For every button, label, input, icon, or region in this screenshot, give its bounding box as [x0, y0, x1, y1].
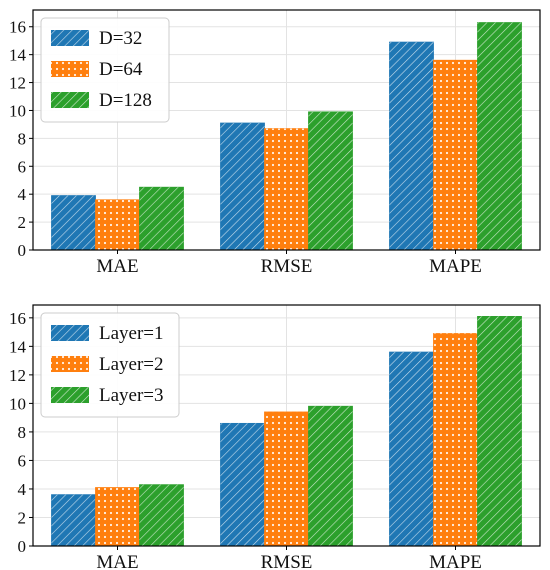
legend-label: D=128: [99, 90, 152, 111]
x-tick-label: RMSE: [261, 256, 313, 277]
y-tick-label: 6: [18, 451, 27, 470]
bar-Layer=3-RMSE: [308, 405, 353, 547]
y-tick-label: 16: [9, 309, 26, 328]
legend-label: Layer=3: [99, 385, 164, 406]
x-tick-label: MAE: [96, 256, 138, 277]
x-tick-label: MAE: [96, 552, 138, 570]
bar-Layer=3-MAPE: [477, 316, 522, 547]
y-tick-label: 4: [18, 185, 27, 204]
bar-D=64-MAE: [95, 199, 140, 251]
y-tick-label: 2: [18, 213, 27, 232]
y-tick-label: 10: [9, 101, 26, 120]
bar-D=128-MAPE: [477, 22, 522, 251]
legend-swatch-Layer=3: [51, 387, 89, 403]
legend: Layer=1 Layer=2 Layer=3: [40, 312, 180, 418]
bar-D=128-RMSE: [308, 111, 353, 251]
legend-swatch-D=64: [51, 61, 89, 77]
bar-D=32-RMSE: [220, 122, 265, 251]
y-tick-label: 6: [18, 157, 27, 176]
y-tick-label: 0: [18, 241, 27, 260]
bar-D=64-RMSE: [264, 128, 309, 251]
bar-Layer=2-MAE: [95, 487, 140, 547]
y-tick-label: 12: [9, 74, 26, 93]
x-tick-label: MAPE: [429, 552, 482, 570]
y-tick-label: 16: [9, 18, 26, 37]
bar-D=128-MAE: [139, 186, 184, 251]
y-tick-label: 14: [9, 337, 27, 356]
y-tick-label: 2: [18, 508, 27, 527]
legend-label: Layer=1: [99, 323, 164, 344]
y-tick-label: 10: [9, 394, 26, 413]
x-tick-label: RMSE: [261, 552, 313, 570]
y-tick-label: 0: [18, 537, 27, 556]
bar-Layer=3-MAE: [139, 484, 184, 547]
x-tick-label: MAPE: [429, 256, 482, 277]
y-tick-label: 4: [18, 480, 27, 499]
bar-D=32-MAE: [51, 195, 96, 251]
bar-Layer=2-RMSE: [264, 411, 309, 547]
legend: D=32 D=64 D=128: [40, 17, 170, 123]
legend-label: D=32: [99, 28, 142, 49]
legend-swatch-Layer=2: [51, 356, 89, 372]
bar-Layer=2-MAPE: [433, 333, 478, 547]
legend-swatch-D=32: [51, 30, 89, 46]
y-tick-label: 8: [18, 129, 27, 148]
legend-label: D=64: [99, 59, 143, 80]
legend-swatch-Layer=1: [51, 325, 89, 341]
bar-D=32-MAPE: [389, 41, 434, 251]
chart-top: 0 2 4 6 8 10 12 14 16 MAE RMSE MAPE D=32 D=64 D=128: [9, 9, 541, 277]
legend-swatch-D=128: [51, 92, 89, 108]
bar-Layer=1-MAPE: [389, 351, 434, 547]
y-tick-label: 8: [18, 423, 27, 442]
bar-D=64-MAPE: [433, 59, 478, 251]
y-tick-label: 12: [9, 366, 26, 385]
y-tick-label: 14: [9, 46, 27, 65]
bar-Layer=1-RMSE: [220, 422, 265, 547]
legend-label: Layer=2: [99, 354, 164, 375]
bar-Layer=1-MAE: [51, 494, 96, 547]
